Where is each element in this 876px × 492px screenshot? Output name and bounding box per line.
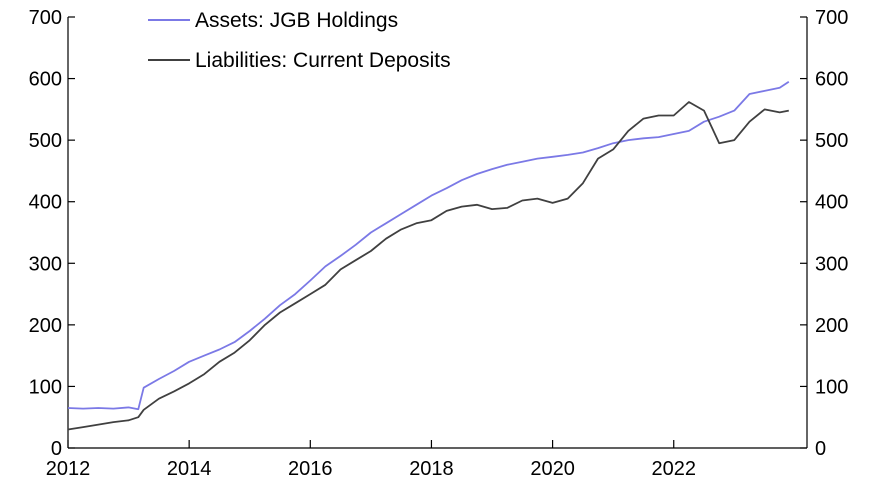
chart-series [67, 80, 790, 431]
y-tick-label-right: 200 [815, 315, 848, 337]
y-tick-label-right: 700 [815, 7, 848, 29]
x-tick-label: 2014 [167, 458, 212, 480]
x-tick-label: 2012 [46, 458, 91, 480]
x-tick-label: 2020 [530, 458, 575, 480]
y-tick-label-right: 300 [815, 253, 848, 275]
y-tick-label-left: 0 [51, 438, 62, 460]
series-line-jgb-holdings [67, 80, 790, 411]
legend-label: Assets: JGB Holdings [195, 9, 398, 32]
chart-axes [67, 17, 808, 449]
y-tick-label-right: 500 [815, 130, 848, 152]
y-tick-label-left: 600 [29, 69, 62, 91]
y-tick-label-left: 300 [29, 253, 62, 275]
y-tick-label-left: 700 [29, 7, 62, 29]
x-tick-label: 2018 [409, 458, 454, 480]
legend-label: Liabilities: Current Deposits [195, 49, 451, 72]
y-tick-label-left: 200 [29, 315, 62, 337]
x-tick-label: 2016 [288, 458, 333, 480]
y-tick-label-left: 100 [29, 376, 62, 398]
y-tick-label-right: 400 [815, 192, 848, 214]
y-tick-label-right: 0 [815, 438, 826, 460]
y-tick-label-right: 100 [815, 376, 848, 398]
chart-legend: Assets: JGB Holdings Liabilities: Current… [148, 9, 451, 72]
y-tick-label-right: 600 [815, 69, 848, 91]
series-line-current-deposits [67, 101, 789, 431]
y-tick-label-left: 500 [29, 130, 62, 152]
x-tick-label: 2022 [651, 458, 696, 480]
chart-ticks: 0 0 100 100 200 200 300 300 400 400 500 500 600 600 70… [29, 7, 849, 480]
y-tick-label-left: 400 [29, 192, 62, 214]
